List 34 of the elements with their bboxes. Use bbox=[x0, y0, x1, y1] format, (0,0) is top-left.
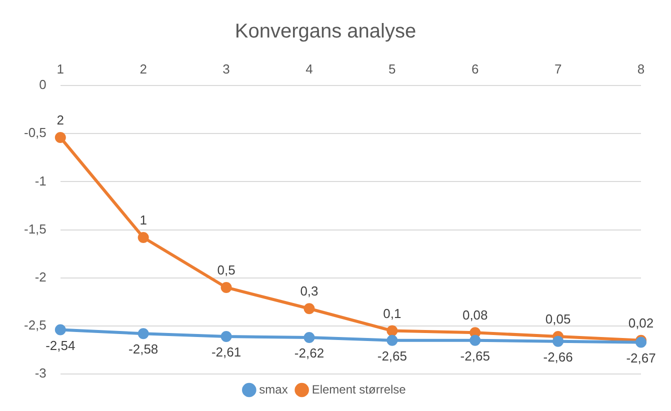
legend-label: smax bbox=[259, 382, 288, 396]
annotation: 0,08 bbox=[462, 308, 488, 323]
y-tick-label: -0,5 bbox=[24, 125, 46, 140]
x-tick-label: 8 bbox=[637, 61, 645, 76]
annotation: 0,05 bbox=[545, 312, 571, 327]
x-tick-label: 2 bbox=[140, 61, 147, 76]
x-tick-label: 5 bbox=[388, 61, 396, 76]
data-label: -2,62 bbox=[294, 346, 324, 361]
data-label: -2,58 bbox=[128, 342, 158, 357]
x-tick-label: 7 bbox=[554, 61, 562, 76]
annotation: 0,5 bbox=[217, 262, 236, 278]
annotation: 0,1 bbox=[383, 306, 402, 321]
data-label: -2,65 bbox=[377, 348, 407, 364]
data-label: -2,67 bbox=[626, 350, 656, 366]
x-tick-label: 3 bbox=[222, 61, 230, 76]
data-label: -2,54 bbox=[46, 338, 76, 353]
chart-title: Konvergans analyse bbox=[234, 20, 416, 43]
data-label: -2,66 bbox=[543, 349, 573, 364]
y-tick-label: -2,5 bbox=[24, 318, 46, 333]
data-label: -2,61 bbox=[211, 344, 242, 360]
legend-label: Element størrelse bbox=[312, 382, 406, 396]
x-tick-label: 1 bbox=[56, 61, 64, 76]
data-label: -2,65 bbox=[460, 348, 490, 364]
y-tick-label: -3 bbox=[34, 366, 46, 381]
annotation: 2 bbox=[56, 112, 64, 128]
x-tick-label: 6 bbox=[471, 61, 479, 76]
annotation: 1 bbox=[140, 212, 147, 228]
x-tick-label: 4 bbox=[306, 61, 313, 76]
annotation: 0,02 bbox=[628, 315, 654, 330]
y-tick-label: -2 bbox=[34, 269, 46, 284]
y-tick-label: -1 bbox=[34, 173, 46, 188]
y-tick-label: 0 bbox=[39, 77, 46, 92]
annotation: 0,3 bbox=[300, 284, 318, 299]
y-tick-label: -1,5 bbox=[24, 221, 46, 236]
